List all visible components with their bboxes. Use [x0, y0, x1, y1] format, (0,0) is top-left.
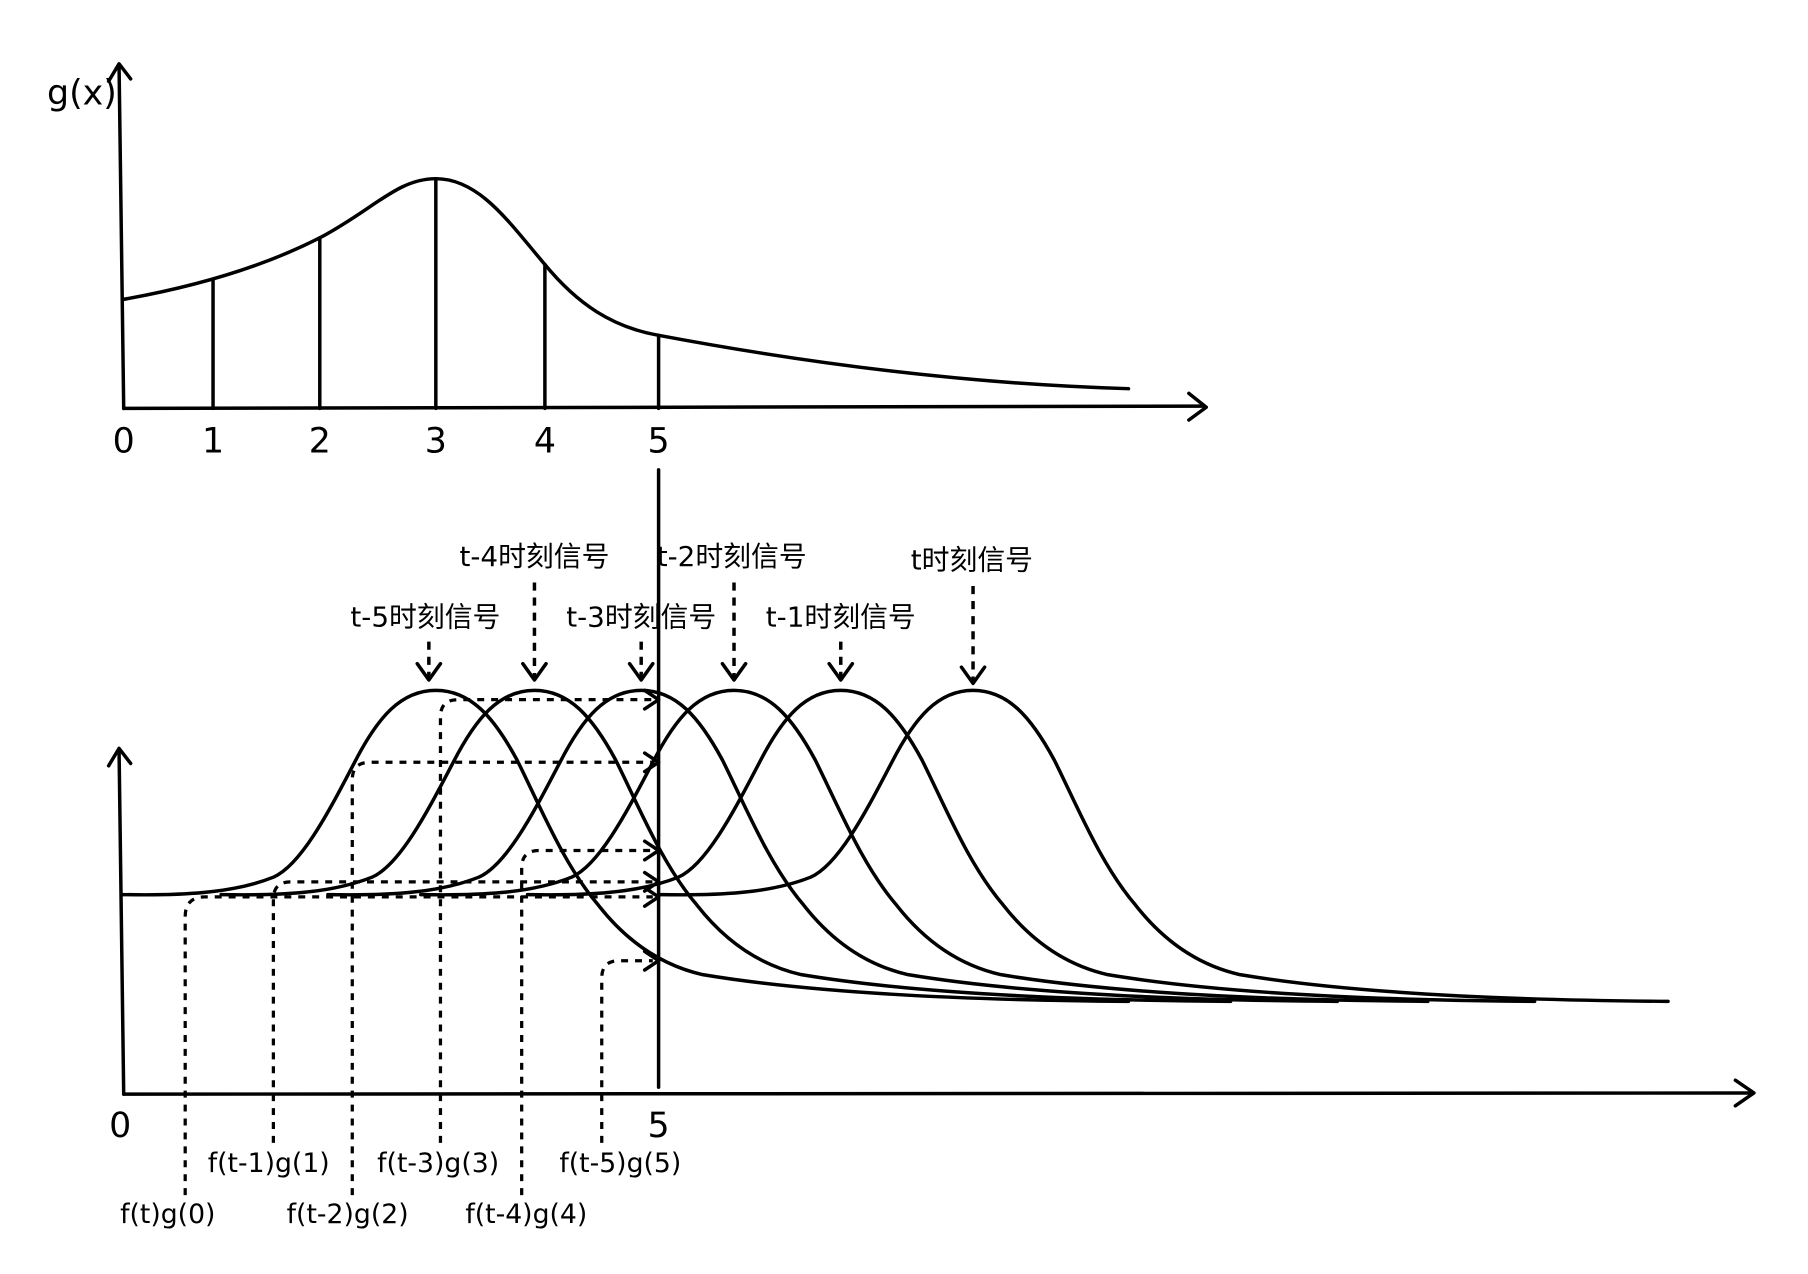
top-x-tick-3: 3	[425, 422, 447, 462]
product-label-g1: f(t-1)g(1)	[208, 1148, 330, 1179]
signal-curve-t-4	[219, 688, 1233, 1004]
top-x-axis	[121, 404, 1206, 411]
product-pointer-g2	[350, 760, 653, 1196]
signal-curve-t-2	[418, 688, 1430, 1004]
product-label-g4: f(t-4)g(4)	[465, 1199, 587, 1230]
top-x-tick-2: 2	[309, 422, 331, 462]
top-y-label: g(x)	[47, 73, 117, 113]
product-pointer-g0-arrowhead	[642, 885, 661, 908]
signal-label-t: t时刻信号	[911, 544, 1033, 577]
product-pointer-g5-arrowhead	[642, 949, 661, 972]
signal-pointer-t-arrowhead	[959, 665, 987, 686]
bottom-plot: 0 5 t-5时刻信号 t-4时刻信号 t-3时刻信号 t-2时刻信号 t-1时…	[106, 468, 1756, 1230]
product-pointer-g1	[271, 880, 653, 1143]
signal-pointer-t-5-arrowhead	[415, 661, 443, 682]
bottom-x-tick-5: 5	[648, 1106, 670, 1146]
signal-curve-t-1	[525, 688, 1537, 1004]
top-x-tick-4: 4	[534, 422, 556, 462]
signal-label-t-4: t-4时刻信号	[459, 540, 609, 573]
signal-pointer-t-4-arrowhead	[521, 661, 548, 682]
bottom-x-axis-arrowhead	[1733, 1078, 1756, 1108]
signal-curve-t	[658, 688, 1670, 1004]
product-pointer-g3	[438, 698, 653, 1143]
product-pointer-g2-arrowhead	[642, 751, 661, 774]
top-y-axis-arrowhead	[106, 62, 133, 83]
product-label-g2: f(t-2)g(2)	[287, 1199, 409, 1230]
product-pointer-g1-arrowhead	[642, 870, 661, 893]
product-label-g5: f(t-5)g(5)	[559, 1148, 681, 1179]
product-pointer-g3-arrowhead	[642, 688, 661, 711]
bottom-x-axis	[121, 1091, 1754, 1096]
top-x-axis-arrowhead	[1187, 391, 1208, 422]
product-pointer-g4-arrowhead	[642, 839, 661, 862]
signal-label-t-5: t-5时刻信号	[350, 601, 500, 634]
signal-label-t-2: t-2时刻信号	[657, 540, 807, 573]
signal-pointer-t-2-arrowhead	[720, 661, 748, 682]
top-plot: g(x) 0 1 2 3 4 5	[47, 62, 1208, 462]
signal-pointer-t-1-arrowhead	[827, 661, 855, 682]
signal-label-t-1: t-1时刻信号	[766, 601, 916, 634]
product-label-g3: f(t-3)g(3)	[377, 1148, 499, 1179]
bottom-x-tick-0: 0	[109, 1106, 131, 1146]
signal-label-t-3: t-3时刻信号	[566, 601, 716, 634]
signal-pointer-t-3-arrowhead	[627, 661, 655, 682]
product-label-g0: f(t)g(0)	[120, 1199, 215, 1230]
product-pointer-g4	[520, 848, 653, 1196]
bottom-y-axis	[117, 748, 126, 1096]
top-y-axis	[117, 64, 126, 411]
signal-curve-t-5	[120, 688, 1131, 1004]
product-pointer-g0	[183, 895, 653, 1196]
top-x-tick-1: 1	[202, 422, 224, 462]
signal-curve-t-3	[326, 688, 1340, 1004]
top-x-tick-0: 0	[113, 422, 135, 462]
product-pointer-g5	[600, 959, 653, 1143]
g-curve	[121, 176, 1131, 391]
top-x-tick-5: 5	[648, 422, 670, 462]
bottom-y-axis-arrowhead	[106, 746, 133, 768]
